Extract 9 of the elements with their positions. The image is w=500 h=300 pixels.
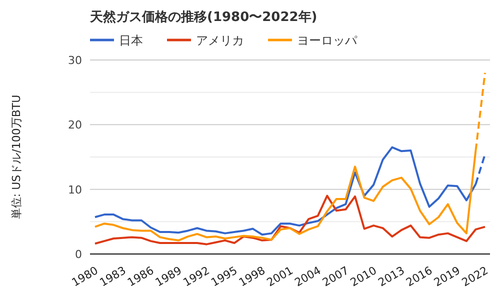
y-axis-title: 単位: USドル/100万BTU [10, 94, 23, 220]
y-tick-label: 20 [68, 118, 82, 132]
y-tick-label: 10 [68, 183, 82, 196]
legend-label: アメリカ [196, 34, 244, 48]
chart-title: 天然ガス価格の推移(1980〜2022年) [89, 10, 318, 25]
legend-label: 日本 [119, 34, 143, 48]
y-tick-label: 30 [68, 54, 82, 67]
y-tick-label: 0 [75, 248, 82, 261]
legend-label: ヨーロッパ [297, 34, 358, 48]
